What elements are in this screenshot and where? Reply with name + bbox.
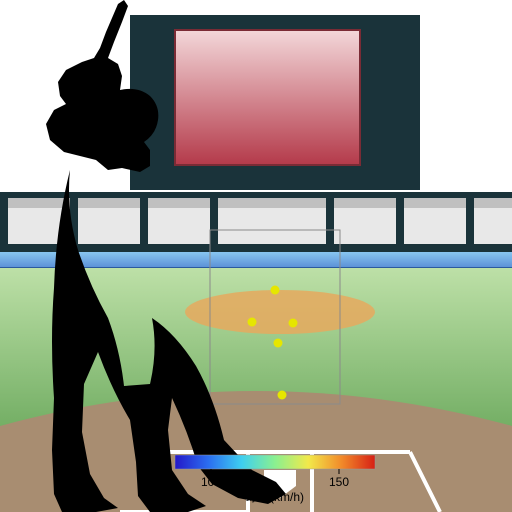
stand-panel-top bbox=[474, 198, 512, 208]
speed-colorbar bbox=[175, 455, 375, 469]
pitch-location-chart: 100 150 球速(km/h) bbox=[0, 0, 512, 512]
colorbar-tick-label: 100 bbox=[201, 475, 221, 489]
colorbar-axis-label: 球速(km/h) bbox=[246, 490, 304, 504]
stand-panel-top bbox=[404, 198, 466, 208]
stand-panel-top bbox=[218, 198, 326, 208]
pitch-marker bbox=[271, 286, 280, 295]
pitch-marker bbox=[278, 391, 287, 400]
scoreboard-screen bbox=[175, 30, 360, 165]
chart-svg: 100 150 球速(km/h) bbox=[0, 0, 512, 512]
pitch-marker bbox=[289, 319, 298, 328]
stand-panel-top bbox=[78, 198, 140, 208]
stand-panel-top bbox=[8, 198, 70, 208]
stand-panel-top bbox=[334, 198, 396, 208]
colorbar-tick-label: 150 bbox=[329, 475, 349, 489]
pitch-marker bbox=[274, 339, 283, 348]
stand-panel-top bbox=[148, 198, 210, 208]
pitchers-mound bbox=[185, 290, 375, 334]
pitch-marker bbox=[248, 318, 257, 327]
